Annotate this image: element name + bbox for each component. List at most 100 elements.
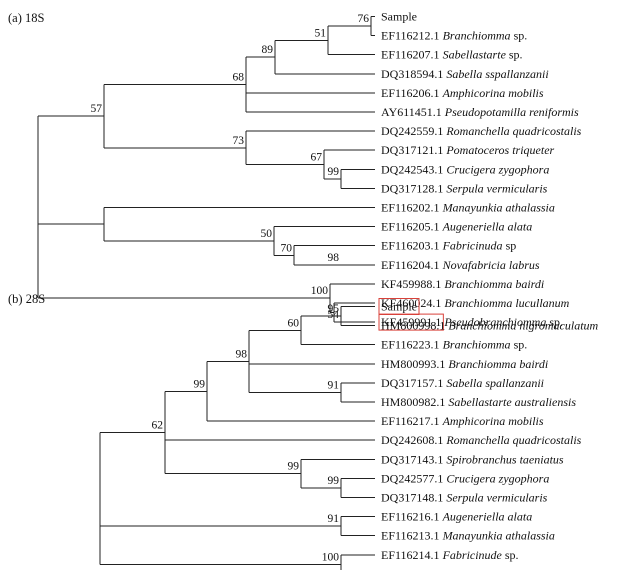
taxon-label: DQ318594.1 Sabella sspallanzanii	[381, 67, 549, 81]
accession-number: DQ317121.1	[381, 143, 443, 157]
species-name: Crucigera zygophora	[446, 471, 549, 485]
taxon-label: KF460024.1 Branchiomma lucullanum	[381, 296, 570, 310]
bootstrap-value: 60	[288, 317, 300, 329]
accession-number: DQ318594.1	[381, 67, 443, 81]
taxon-label: EF116202.1 Manayunkia athalassia	[381, 201, 555, 215]
species-suffix: sp.	[514, 338, 528, 352]
bootstrap-value: 99	[328, 166, 340, 178]
species-suffix: sp.	[505, 548, 519, 562]
taxon-label: KF459988.1 Branchiomma bairdi	[381, 277, 544, 291]
bootstrap-value: 98	[328, 252, 340, 264]
species-suffix: sp.	[549, 315, 563, 329]
taxon-label: EF116206.1 Amphicorina mobilis	[381, 86, 544, 100]
bootstrap-value: 99	[288, 461, 300, 473]
bootstrap-value: 89	[262, 44, 274, 56]
accession-number: HM800982.1	[381, 395, 445, 409]
species-suffix: sp.	[509, 48, 523, 62]
species-name: Romanchella quadricostalis	[445, 433, 581, 447]
taxon-label: EF116216.1 Augeneriella alata	[381, 510, 532, 524]
taxon-label: DQ317157.1 Sabella spallanzanii	[381, 376, 544, 390]
accession-number: EF116214.1	[381, 548, 440, 562]
taxon-label: DQ242559.1 Romanchella quadricostalis	[381, 124, 582, 138]
accession-number: DQ317148.1	[381, 491, 443, 505]
accession-number: DQ242543.1	[381, 162, 443, 176]
taxon-label: EF116205.1 Augeneriella alata	[381, 220, 532, 234]
taxon-label: EF116214.1 Fabricinude sp.	[381, 548, 519, 562]
species-name: Sabella sspallanzanii	[446, 67, 548, 81]
accession-number: EF116205.1	[381, 220, 440, 234]
species-name: Sample	[381, 300, 417, 314]
taxon-label: EF116213.1 Manayunkia athalassia	[381, 529, 555, 543]
taxon-label: DQ242608.1 Romanchella quadricostalis	[381, 433, 582, 447]
species-name: Amphicorina mobilis	[442, 86, 544, 100]
accession-number: EF116206.1	[381, 86, 440, 100]
tree-28s: 62 99 98 60 95 91 99 99 91 100 Sample HM800998.1 Br…	[99, 298, 599, 570]
accession-number: DQ242608.1	[381, 433, 443, 447]
bootstrap-value: 70	[281, 242, 293, 254]
panel-a-label: (a) 18S	[8, 11, 44, 25]
species-name: Branchiomma bairdi	[448, 357, 548, 371]
bootstrap-value: 91	[328, 513, 340, 525]
species-name: Branchiomma lucullanum	[444, 296, 569, 310]
highlight-box	[378, 298, 420, 315]
species-name: Romanchella quadricostalis	[445, 124, 581, 138]
accession-number: DQ317128.1	[381, 181, 443, 195]
taxon-label: Sample	[381, 10, 417, 24]
accession-number: DQ317143.1	[381, 452, 443, 466]
taxon-label: DQ317143.1 Spirobranchus taeniatus	[381, 452, 564, 466]
accession-number: KF459988.1	[381, 277, 441, 291]
species-name: Manayunkia athalassia	[442, 529, 555, 543]
taxon-label: KF459991.1 Pseudobranchiomma sp.	[381, 315, 563, 329]
accession-number: EF116203.1	[381, 239, 440, 253]
taxon-label: DQ317148.1 Serpula vermicularis	[381, 491, 548, 505]
bootstrap-value: 54	[328, 309, 340, 321]
accession-number: DQ242577.1	[381, 471, 443, 485]
accession-number: EF116204.1	[381, 258, 440, 272]
taxon-label: EF116223.1 Branchiomma sp.	[381, 338, 527, 352]
accession-number: EF116213.1	[381, 529, 440, 543]
taxon-label: EF116207.1 Sabellastarte sp.	[381, 48, 523, 62]
taxon-label: AY611451.1 Pseudopotamilla reniformis	[381, 105, 579, 119]
bootstrap-value: 99	[194, 378, 206, 390]
taxon-label: DQ242577.1 Crucigera zygophora	[381, 471, 549, 485]
taxon-label: Sample	[381, 300, 417, 314]
species-name: Amphicorina mobilis	[442, 414, 544, 428]
accession-number: EF116207.1	[381, 48, 440, 62]
bootstrap-value: 62	[152, 419, 164, 431]
accession-number: DQ242559.1	[381, 124, 443, 138]
taxon-label: EF116217.1 Amphicorina mobilis	[381, 414, 544, 428]
taxon-label: EF116204.1 Novafabricia labrus	[381, 258, 540, 272]
species-name: Crucigera zygophora	[446, 162, 549, 176]
species-name: Pseudopotamilla reniformis	[444, 105, 579, 119]
taxon-label: EF116215.1 Novafabricia labrus	[381, 567, 540, 570]
taxon-label: HM800982.1 Sabellastarte australiensis	[381, 395, 576, 409]
taxon-label: HM800998.1 Branchiomma nigromaculatum	[381, 319, 599, 333]
accession-number: EF116217.1	[381, 414, 440, 428]
accession-number: HM800998.1	[381, 319, 445, 333]
species-name: Branchiomma nigromaculatum	[448, 319, 598, 333]
species-name: Pseudobranchiomma	[443, 315, 546, 329]
accession-number: EF116223.1	[381, 338, 440, 352]
taxon-label: DQ317121.1 Pomatoceros triqueter	[381, 143, 555, 157]
bootstrap-value: 100	[311, 285, 329, 297]
species-name: Sample	[381, 10, 417, 24]
species-name: Sabellastarte	[443, 48, 507, 62]
bootstrap-value: 91	[328, 379, 340, 391]
bootstrap-value: 73	[233, 135, 245, 147]
species-name: Novafabricia labrus	[442, 258, 540, 272]
accession-number: HM800993.1	[381, 357, 445, 371]
species-name: Branchiomma bairdi	[444, 277, 544, 291]
taxon-label: EF116203.1 Fabricinuda sp	[381, 239, 516, 253]
bootstrap-value: 95	[328, 303, 340, 315]
accession-number: EF116212.1	[381, 29, 440, 43]
species-name: Serpula vermicularis	[446, 491, 547, 505]
tree-18s: 57 68 89 51 76 73 67 99 50 70 98 100 54 Sample EF11621…	[37, 10, 582, 331]
taxon-label: DQ242543.1 Crucigera zygophora	[381, 162, 549, 176]
bootstrap-value: 50	[261, 228, 273, 240]
species-name: Branchiomma	[443, 29, 511, 43]
bootstrap-value: 76	[358, 13, 370, 25]
bootstrap-value: 57	[91, 103, 103, 115]
species-name: Branchiomma	[443, 338, 511, 352]
bootstrap-value: 68	[233, 72, 245, 84]
